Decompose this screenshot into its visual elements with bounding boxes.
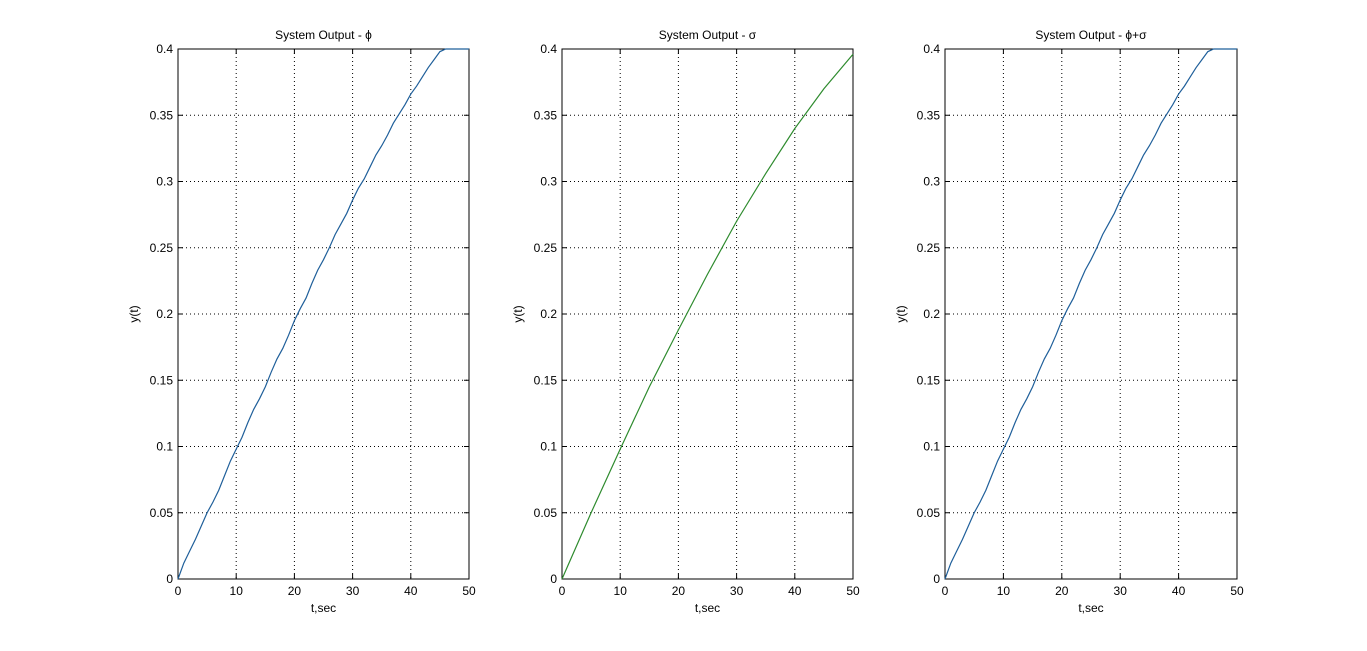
x-tick-label: 40	[1172, 584, 1186, 598]
x-tick-label: 10	[614, 584, 628, 598]
y-tick-label: 0.3	[156, 175, 173, 189]
x-tick-label: 20	[1055, 584, 1069, 598]
y-tick-label: 0.3	[923, 175, 940, 189]
series	[944, 48, 1237, 580]
x-tick-label: 30	[730, 584, 744, 598]
x-tick-label: 30	[346, 584, 360, 598]
y-axis-label: y(t)	[127, 305, 141, 322]
grid	[178, 49, 469, 579]
ticks: 0 10 20 30 40 50 0 0.05 0.1 0.15 0.2 0.25 0.3 0.35 0.4	[150, 42, 476, 598]
y-tick-label: 0.4	[923, 42, 940, 56]
x-tick-label: 40	[404, 584, 418, 598]
y-tick-label: 0.2	[156, 307, 173, 321]
grid	[562, 49, 853, 579]
y-tick-label: 0	[166, 572, 173, 586]
y-tick-label: 0.35	[150, 108, 174, 122]
series-line	[944, 48, 1237, 580]
series	[561, 53, 854, 580]
x-tick-label: 0	[942, 584, 949, 598]
x-axis-label: t,sec	[695, 601, 720, 615]
x-tick-label: 0	[559, 584, 566, 598]
x-tick-label: 10	[230, 584, 244, 598]
y-tick-label: 0.05	[150, 506, 174, 520]
x-tick-label: 10	[997, 584, 1011, 598]
x-tick-label: 40	[788, 584, 802, 598]
y-tick-label: 0.05	[917, 506, 941, 520]
series-line	[177, 48, 469, 580]
y-tick-label: 0.35	[917, 108, 941, 122]
axes-frame	[177, 48, 470, 580]
chart-title: System Output - σ	[659, 28, 757, 42]
x-tick-label: 50	[846, 584, 860, 598]
y-tick-label: 0.15	[150, 373, 174, 387]
y-tick-label: 0.1	[923, 440, 940, 454]
y-axis-label: y(t)	[511, 305, 525, 322]
grid	[945, 49, 1237, 579]
y-tick-label: 0.3	[540, 175, 557, 189]
x-tick-label: 50	[1230, 584, 1244, 598]
y-tick-label: 0.05	[534, 506, 558, 520]
x-tick-label: 30	[1114, 584, 1128, 598]
subplot-phi-plus-sigma: 0 10 20 30 40 50 0 0.05 0.1 0.15 0.2 0.25 0.3 0.35 0.4…	[894, 28, 1244, 615]
y-tick-label: 0	[933, 572, 940, 586]
y-tick-label: 0	[550, 572, 557, 586]
y-tick-label: 0.25	[917, 241, 941, 255]
y-tick-label: 0.4	[156, 42, 173, 56]
subplot-sigma: 0 10 20 30 40 50 0 0.05 0.1 0.15 0.2 0.25 0.3 0.35 0.4…	[511, 28, 860, 615]
y-tick-label: 0.2	[923, 307, 940, 321]
y-tick-label: 0.15	[534, 373, 558, 387]
chart-title: System Output - ϕ	[275, 28, 372, 42]
x-axis-label: t,sec	[1078, 601, 1103, 615]
y-tick-label: 0.25	[150, 241, 174, 255]
y-tick-label: 0.35	[534, 108, 558, 122]
y-tick-label: 0.25	[534, 241, 558, 255]
x-tick-label: 50	[462, 584, 476, 598]
ticks: 0 10 20 30 40 50 0 0.05 0.1 0.15 0.2 0.25 0.3 0.35 0.4	[534, 42, 860, 598]
axes-frame	[561, 48, 854, 580]
subplot-phi: 0 10 20 30 40 50 0 0.05 0.1 0.15 0.2 0.25 0.3 0.35 0.4…	[127, 28, 476, 615]
x-tick-label: 0	[175, 584, 182, 598]
y-tick-label: 0.1	[540, 440, 557, 454]
y-tick-label: 0.4	[540, 42, 557, 56]
series	[177, 48, 469, 580]
ticks: 0 10 20 30 40 50 0 0.05 0.1 0.15 0.2 0.25 0.3 0.35 0.4	[917, 42, 1244, 598]
y-tick-label: 0.2	[540, 307, 557, 321]
x-tick-label: 20	[672, 584, 686, 598]
y-tick-label: 0.1	[156, 440, 173, 454]
chart-title: System Output - ϕ+σ	[1035, 28, 1147, 42]
x-axis-label: t,sec	[311, 601, 336, 615]
x-tick-label: 20	[288, 584, 302, 598]
y-tick-label: 0.15	[917, 373, 941, 387]
y-axis-label: y(t)	[894, 305, 908, 322]
series-line	[561, 53, 854, 580]
